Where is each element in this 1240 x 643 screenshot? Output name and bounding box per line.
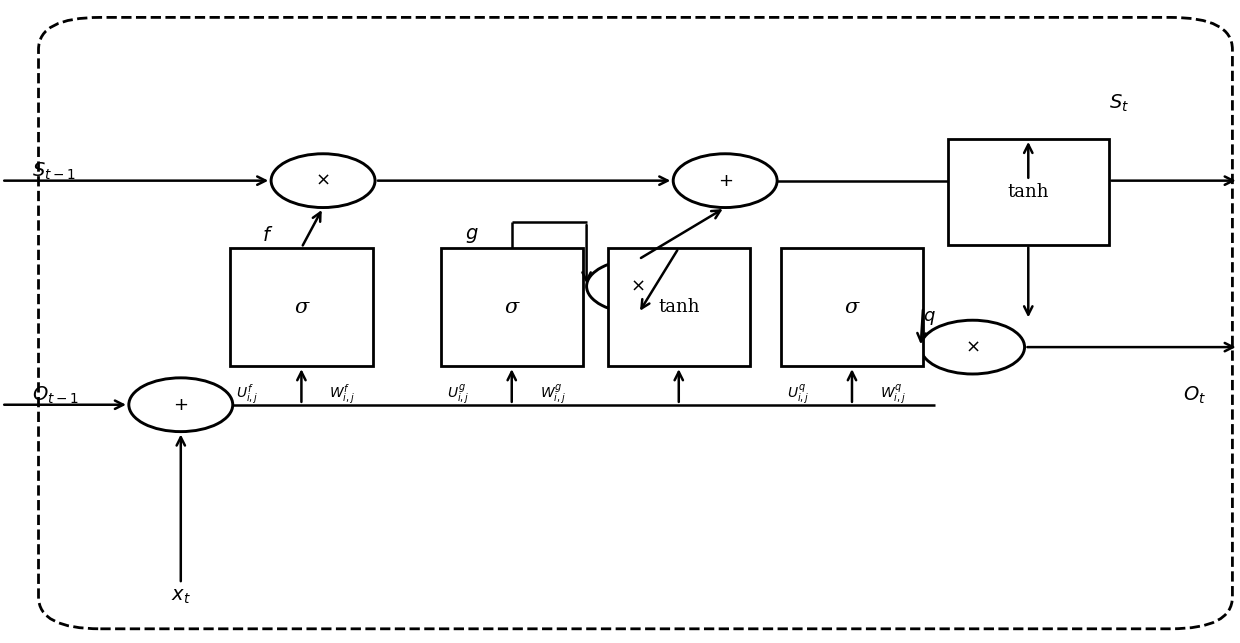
Text: ×: × [315,172,331,190]
Text: $U_{i,j}^q$: $U_{i,j}^q$ [787,383,810,406]
Text: σ: σ [294,298,309,316]
Text: $W_{i,j}^g$: $W_{i,j}^g$ [539,383,565,406]
Circle shape [129,378,233,431]
Circle shape [272,154,374,208]
Text: σ: σ [844,298,859,316]
FancyBboxPatch shape [947,139,1109,245]
Text: tanh: tanh [658,298,699,316]
Text: $U_{i,j}^g$: $U_{i,j}^g$ [446,383,469,406]
Text: $W_{i,j}^q$: $W_{i,j}^q$ [880,383,906,406]
Text: $f$: $f$ [262,226,273,244]
FancyBboxPatch shape [608,248,750,367]
Text: $O_{t-1}$: $O_{t-1}$ [32,385,79,406]
Text: $S_t$: $S_t$ [1109,93,1128,114]
FancyBboxPatch shape [781,248,923,367]
Text: +: + [718,172,733,190]
Circle shape [587,259,691,313]
Text: tanh: tanh [1008,183,1049,201]
Text: ×: × [631,277,646,295]
Text: $W_{i,j}^f$: $W_{i,j}^f$ [330,383,356,406]
Text: $U_{i,j}^f$: $U_{i,j}^f$ [237,383,259,406]
Text: $S_{t-1}$: $S_{t-1}$ [32,160,76,182]
Text: +: + [174,395,188,413]
Circle shape [920,320,1024,374]
Text: σ: σ [505,298,518,316]
Circle shape [673,154,777,208]
Text: $O_t$: $O_t$ [1183,385,1207,406]
Text: ×: × [965,338,980,356]
FancyBboxPatch shape [440,248,583,367]
Text: $x_t$: $x_t$ [171,588,191,606]
Text: $q$: $q$ [923,309,935,327]
FancyBboxPatch shape [231,248,372,367]
Text: $g$: $g$ [465,226,479,244]
